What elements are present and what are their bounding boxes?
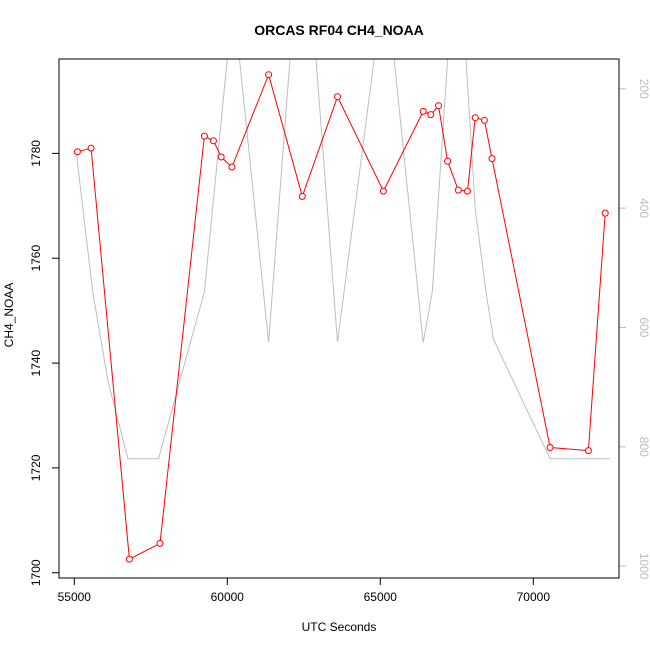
data-point xyxy=(444,157,452,165)
data-point xyxy=(546,444,554,451)
right-tick-label: 800 xyxy=(637,437,650,457)
right-tick-label: 200 xyxy=(637,79,650,99)
secondary-series xyxy=(75,59,610,460)
data-point xyxy=(125,555,133,563)
secondary-series-line xyxy=(75,59,610,460)
data-point xyxy=(87,144,95,152)
y-tick-label: 1780 xyxy=(29,140,43,167)
data-point xyxy=(435,102,442,110)
right-tick-label: 1000 xyxy=(637,553,650,580)
data-point xyxy=(427,111,435,119)
x-tick-label: 70000 xyxy=(517,590,551,604)
data-point xyxy=(200,132,208,140)
y-tick-label: 1740 xyxy=(29,349,43,376)
x-tick-label: 65000 xyxy=(364,590,398,604)
primary-series xyxy=(73,71,609,563)
axes: 55000 60000 65000 70000 1700 1720 1740 1760 1780… xyxy=(29,79,650,604)
data-point xyxy=(601,209,609,217)
data-point xyxy=(228,163,236,171)
data-point xyxy=(265,71,273,79)
chart-title: ORCAS RF04 CH4_NOAA xyxy=(254,22,424,38)
data-point xyxy=(419,107,427,115)
data-point xyxy=(217,153,225,161)
data-point xyxy=(73,148,81,156)
data-point xyxy=(210,137,217,145)
data-point xyxy=(488,155,496,163)
plot-frame xyxy=(58,58,620,579)
x-axis-label: UTC Seconds xyxy=(302,620,377,634)
x-tick-label: 60000 xyxy=(211,590,245,604)
y-tick-label: 1720 xyxy=(29,454,43,481)
y-tick-label: 1700 xyxy=(29,559,43,586)
data-point xyxy=(584,447,592,455)
y-tick-label: 1760 xyxy=(29,245,43,272)
right-tick-label: 400 xyxy=(637,198,650,218)
x-tick-label: 55000 xyxy=(58,590,92,604)
data-point xyxy=(334,93,341,101)
data-point xyxy=(379,187,387,195)
primary-series-line xyxy=(77,73,606,560)
y-axis-label: CH4_NOAA xyxy=(2,283,16,348)
data-point xyxy=(156,539,164,547)
data-point xyxy=(471,114,479,122)
data-point xyxy=(480,116,488,124)
data-point xyxy=(454,186,462,194)
data-point xyxy=(298,192,306,200)
right-tick-label: 600 xyxy=(637,317,650,337)
data-point xyxy=(464,187,471,195)
